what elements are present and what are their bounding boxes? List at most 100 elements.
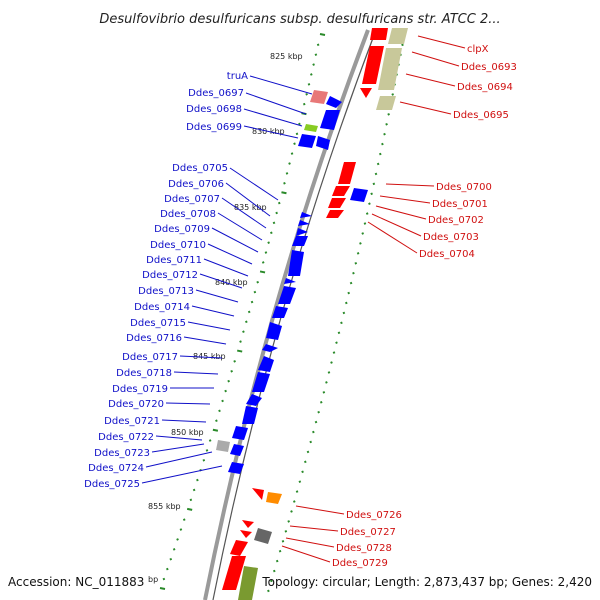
minor-tick bbox=[306, 450, 310, 454]
minor-tick bbox=[275, 211, 278, 215]
gene-label[interactable]: Ddes_0704 bbox=[419, 249, 475, 260]
gene-label[interactable]: Ddes_0714 bbox=[134, 302, 190, 313]
gene-arrow[interactable] bbox=[332, 186, 350, 196]
gene-label[interactable]: Ddes_0695 bbox=[453, 110, 509, 121]
gene-label[interactable]: Ddes_0708 bbox=[160, 209, 216, 220]
gene-label[interactable]: Ddes_0723 bbox=[94, 448, 150, 459]
gene-feature-green[interactable] bbox=[304, 124, 318, 132]
gene-label[interactable]: Ddes_0725 bbox=[84, 479, 140, 490]
gene-feature-blue[interactable] bbox=[278, 286, 296, 304]
gene-label[interactable]: Ddes_0720 bbox=[108, 399, 164, 410]
gene-feature-ddes-0729[interactable] bbox=[222, 556, 246, 590]
gene-feature-ddes-0698[interactable] bbox=[320, 110, 340, 130]
gene-label[interactable]: Ddes_0703 bbox=[423, 232, 479, 243]
gene-label[interactable]: Ddes_0693 bbox=[461, 62, 517, 73]
minor-tick bbox=[335, 341, 338, 344]
gene-label[interactable]: Ddes_0722 bbox=[98, 432, 154, 443]
gene-label[interactable]: truA bbox=[227, 71, 248, 82]
gene-label[interactable]: Ddes_0702 bbox=[428, 215, 484, 226]
gene-arrow[interactable] bbox=[240, 530, 252, 538]
gene-label[interactable]: Ddes_0711 bbox=[146, 255, 202, 266]
gene-feature-ddes-0699[interactable] bbox=[298, 134, 316, 148]
gene-arrow[interactable] bbox=[326, 96, 342, 108]
gene-feature-ddes-0700[interactable] bbox=[338, 162, 356, 184]
minor-tick bbox=[347, 291, 351, 295]
gene-label[interactable]: Ddes_0698 bbox=[186, 104, 242, 115]
gene-arrow[interactable] bbox=[230, 444, 244, 456]
gene-arrow[interactable] bbox=[298, 220, 310, 226]
olive-feature[interactable] bbox=[238, 566, 258, 600]
gene-feature-blue[interactable] bbox=[266, 322, 282, 340]
gene-label[interactable]: Ddes_0717 bbox=[122, 352, 178, 363]
major-tick bbox=[159, 587, 166, 590]
major-tick bbox=[212, 428, 219, 432]
gene-feature-blue[interactable] bbox=[292, 236, 308, 246]
gene-label[interactable]: Ddes_0726 bbox=[346, 510, 402, 521]
gene-label[interactable]: Ddes_0705 bbox=[172, 163, 228, 174]
gene-label[interactable]: Ddes_0721 bbox=[104, 416, 160, 427]
minor-tick bbox=[224, 389, 227, 393]
gene-labels-right: clpX Ddes_0693 Ddes_0694 Ddes_0695 Ddes_… bbox=[332, 44, 517, 569]
gene-label[interactable]: Ddes_0729 bbox=[332, 558, 388, 569]
gene-feature-blue[interactable] bbox=[258, 356, 274, 372]
gene-arrow[interactable] bbox=[284, 278, 296, 284]
gene-feature-blue[interactable] bbox=[232, 426, 248, 440]
gene-feature-clpx[interactable] bbox=[370, 28, 388, 40]
minor-tick bbox=[215, 419, 218, 423]
minor-tick bbox=[218, 409, 221, 413]
gene-label[interactable]: Ddes_0706 bbox=[168, 179, 224, 190]
gene-label[interactable]: Ddes_0727 bbox=[340, 527, 396, 538]
gene-label[interactable]: Ddes_0728 bbox=[336, 543, 392, 554]
gene-label[interactable]: Ddes_0713 bbox=[138, 286, 194, 297]
gene-label[interactable]: Ddes_0715 bbox=[130, 318, 186, 329]
gene-label[interactable]: Ddes_0712 bbox=[142, 270, 198, 281]
gene-arrow[interactable] bbox=[262, 344, 278, 352]
gene-label[interactable]: Ddes_0707 bbox=[164, 194, 220, 205]
grey-feature[interactable] bbox=[254, 528, 272, 544]
olive-feature[interactable] bbox=[376, 96, 396, 110]
gene-label[interactable]: Ddes_0701 bbox=[432, 199, 488, 210]
gene-arrow[interactable] bbox=[326, 210, 344, 218]
gene-arrow[interactable] bbox=[230, 540, 248, 556]
olive-feature[interactable] bbox=[388, 28, 408, 44]
gene-label[interactable]: Ddes_0709 bbox=[154, 224, 210, 235]
gene-arrow[interactable] bbox=[252, 488, 264, 500]
gene-label[interactable]: Ddes_0724 bbox=[88, 463, 144, 474]
gene-arrow[interactable] bbox=[360, 88, 372, 98]
gene-feature-blue[interactable] bbox=[350, 188, 368, 202]
gene-feature-blue[interactable] bbox=[252, 372, 270, 392]
gene-arrow[interactable] bbox=[296, 228, 308, 236]
minor-tick bbox=[227, 379, 230, 383]
gene-label[interactable]: Ddes_0716 bbox=[126, 333, 182, 344]
gene-feature-blue[interactable] bbox=[242, 406, 258, 424]
gene-arrow[interactable] bbox=[300, 212, 312, 218]
olive-feature[interactable] bbox=[378, 48, 402, 90]
minor-tick bbox=[365, 212, 369, 215]
gene-label[interactable]: Ddes_0697 bbox=[188, 88, 244, 99]
gene-feature-ddes-0693[interactable] bbox=[362, 46, 384, 84]
gene-label[interactable]: Ddes_0700 bbox=[436, 182, 492, 193]
gene-arrow[interactable] bbox=[246, 394, 262, 406]
gene-feature-blue[interactable] bbox=[288, 250, 304, 276]
minor-tick bbox=[376, 162, 380, 166]
gene-feature-trua[interactable] bbox=[310, 90, 328, 104]
gene-label[interactable]: Ddes_0718 bbox=[116, 368, 172, 379]
gene-arrow[interactable] bbox=[242, 520, 254, 528]
gene-feature-ddes-0725[interactable] bbox=[228, 462, 244, 474]
gene-label[interactable]: Ddes_0699 bbox=[186, 122, 242, 133]
minor-tick bbox=[361, 232, 365, 235]
minor-tick bbox=[270, 579, 273, 583]
gene-feature-blue[interactable] bbox=[272, 306, 288, 318]
gene-arrow[interactable] bbox=[316, 136, 330, 150]
gene-label[interactable]: Ddes_0719 bbox=[112, 384, 168, 395]
kbp-label: 845 kbp bbox=[193, 352, 226, 361]
gene-label[interactable]: Ddes_0710 bbox=[150, 240, 206, 251]
gene-label[interactable]: Ddes_0694 bbox=[457, 82, 513, 93]
minor-tick bbox=[233, 360, 236, 363]
minor-tick bbox=[256, 280, 259, 284]
grey-feature[interactable] bbox=[216, 440, 230, 452]
gene-label[interactable]: clpX bbox=[467, 44, 489, 55]
gene-arrow[interactable] bbox=[328, 198, 346, 208]
minor-tick bbox=[359, 242, 362, 245]
orange-feature[interactable] bbox=[266, 492, 282, 504]
